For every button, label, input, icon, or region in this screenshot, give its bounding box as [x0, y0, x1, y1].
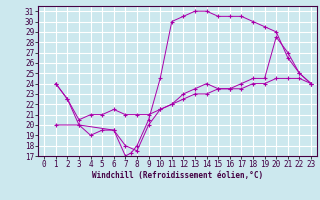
X-axis label: Windchill (Refroidissement éolien,°C): Windchill (Refroidissement éolien,°C): [92, 171, 263, 180]
